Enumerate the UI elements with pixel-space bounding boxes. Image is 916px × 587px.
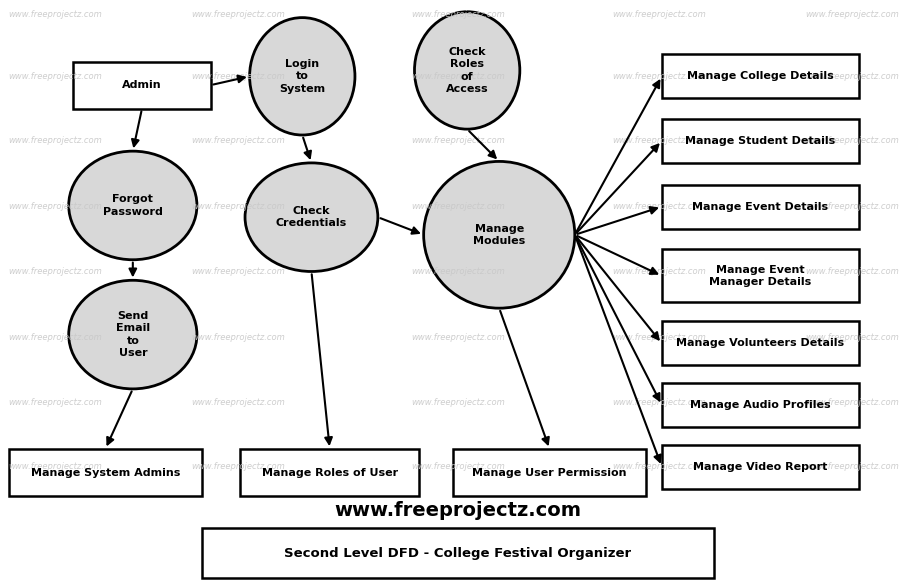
Text: www.freeprojectz.com: www.freeprojectz.com xyxy=(411,136,505,146)
Text: www.freeprojectz.com: www.freeprojectz.com xyxy=(613,462,706,471)
Text: www.freeprojectz.com: www.freeprojectz.com xyxy=(613,10,706,19)
FancyBboxPatch shape xyxy=(661,445,858,488)
Text: www.freeprojectz.com: www.freeprojectz.com xyxy=(805,136,899,146)
Text: www.freeprojectz.com: www.freeprojectz.com xyxy=(613,397,706,407)
Text: www.freeprojectz.com: www.freeprojectz.com xyxy=(334,501,582,520)
FancyBboxPatch shape xyxy=(9,449,202,496)
Text: www.freeprojectz.com: www.freeprojectz.com xyxy=(805,333,899,342)
Text: Manage Volunteers Details: Manage Volunteers Details xyxy=(676,338,845,349)
Ellipse shape xyxy=(245,163,377,271)
Text: www.freeprojectz.com: www.freeprojectz.com xyxy=(191,136,285,146)
Text: www.freeprojectz.com: www.freeprojectz.com xyxy=(191,72,285,81)
Text: Check
Roles
of
Access: Check Roles of Access xyxy=(446,47,488,94)
Text: Manage College Details: Manage College Details xyxy=(687,71,834,82)
Text: Manage User Permission: Manage User Permission xyxy=(473,467,627,478)
FancyBboxPatch shape xyxy=(661,249,858,302)
Text: www.freeprojectz.com: www.freeprojectz.com xyxy=(411,333,505,342)
FancyBboxPatch shape xyxy=(661,119,858,163)
Text: www.freeprojectz.com: www.freeprojectz.com xyxy=(613,72,706,81)
Text: Manage Audio Profiles: Manage Audio Profiles xyxy=(690,400,831,410)
Text: www.freeprojectz.com: www.freeprojectz.com xyxy=(805,10,899,19)
FancyBboxPatch shape xyxy=(661,383,858,427)
Text: www.freeprojectz.com: www.freeprojectz.com xyxy=(805,72,899,81)
Text: www.freeprojectz.com: www.freeprojectz.com xyxy=(191,202,285,211)
Text: www.freeprojectz.com: www.freeprojectz.com xyxy=(8,10,102,19)
Text: Manage Event Details: Manage Event Details xyxy=(692,201,828,212)
Ellipse shape xyxy=(423,161,575,308)
Text: www.freeprojectz.com: www.freeprojectz.com xyxy=(613,333,706,342)
Text: www.freeprojectz.com: www.freeprojectz.com xyxy=(411,10,505,19)
Text: www.freeprojectz.com: www.freeprojectz.com xyxy=(191,10,285,19)
Text: Manage Roles of User: Manage Roles of User xyxy=(262,467,398,478)
Text: Login
to
System: Login to System xyxy=(279,59,325,94)
Text: Check
Credentials: Check Credentials xyxy=(276,206,347,228)
Text: www.freeprojectz.com: www.freeprojectz.com xyxy=(191,267,285,276)
FancyBboxPatch shape xyxy=(453,449,646,496)
Text: Manage Event
Manager Details: Manage Event Manager Details xyxy=(709,265,812,287)
Text: Second Level DFD - College Festival Organizer: Second Level DFD - College Festival Orga… xyxy=(285,546,631,560)
FancyBboxPatch shape xyxy=(73,62,211,109)
Text: www.freeprojectz.com: www.freeprojectz.com xyxy=(805,397,899,407)
Ellipse shape xyxy=(249,18,355,135)
Text: www.freeprojectz.com: www.freeprojectz.com xyxy=(8,267,102,276)
Ellipse shape xyxy=(69,281,197,389)
Text: www.freeprojectz.com: www.freeprojectz.com xyxy=(411,267,505,276)
Text: www.freeprojectz.com: www.freeprojectz.com xyxy=(613,136,706,146)
Text: www.freeprojectz.com: www.freeprojectz.com xyxy=(411,397,505,407)
Text: www.freeprojectz.com: www.freeprojectz.com xyxy=(191,397,285,407)
Text: www.freeprojectz.com: www.freeprojectz.com xyxy=(613,202,706,211)
Text: Send
Email
to
User: Send Email to User xyxy=(115,311,150,358)
Text: www.freeprojectz.com: www.freeprojectz.com xyxy=(8,397,102,407)
Text: Manage
Modules: Manage Modules xyxy=(473,224,526,246)
Text: www.freeprojectz.com: www.freeprojectz.com xyxy=(805,462,899,471)
Text: www.freeprojectz.com: www.freeprojectz.com xyxy=(411,72,505,81)
FancyBboxPatch shape xyxy=(661,322,858,365)
Text: www.freeprojectz.com: www.freeprojectz.com xyxy=(8,333,102,342)
Text: www.freeprojectz.com: www.freeprojectz.com xyxy=(411,462,505,471)
FancyBboxPatch shape xyxy=(661,184,858,228)
Text: www.freeprojectz.com: www.freeprojectz.com xyxy=(8,202,102,211)
Text: Manage System Admins: Manage System Admins xyxy=(30,467,180,478)
Text: Forgot
Password: Forgot Password xyxy=(103,194,163,217)
FancyBboxPatch shape xyxy=(661,55,858,98)
Text: www.freeprojectz.com: www.freeprojectz.com xyxy=(411,202,505,211)
Text: www.freeprojectz.com: www.freeprojectz.com xyxy=(805,202,899,211)
Text: www.freeprojectz.com: www.freeprojectz.com xyxy=(191,462,285,471)
Text: Manage Video Report: Manage Video Report xyxy=(693,461,827,472)
Text: www.freeprojectz.com: www.freeprojectz.com xyxy=(805,267,899,276)
Text: Admin: Admin xyxy=(122,80,162,90)
Text: www.freeprojectz.com: www.freeprojectz.com xyxy=(613,267,706,276)
Text: Manage Student Details: Manage Student Details xyxy=(685,136,835,146)
Text: www.freeprojectz.com: www.freeprojectz.com xyxy=(191,333,285,342)
FancyBboxPatch shape xyxy=(202,528,714,578)
Ellipse shape xyxy=(414,12,520,129)
FancyBboxPatch shape xyxy=(240,449,419,496)
Text: www.freeprojectz.com: www.freeprojectz.com xyxy=(8,72,102,81)
Text: www.freeprojectz.com: www.freeprojectz.com xyxy=(8,462,102,471)
Ellipse shape xyxy=(69,151,197,259)
Text: www.freeprojectz.com: www.freeprojectz.com xyxy=(8,136,102,146)
